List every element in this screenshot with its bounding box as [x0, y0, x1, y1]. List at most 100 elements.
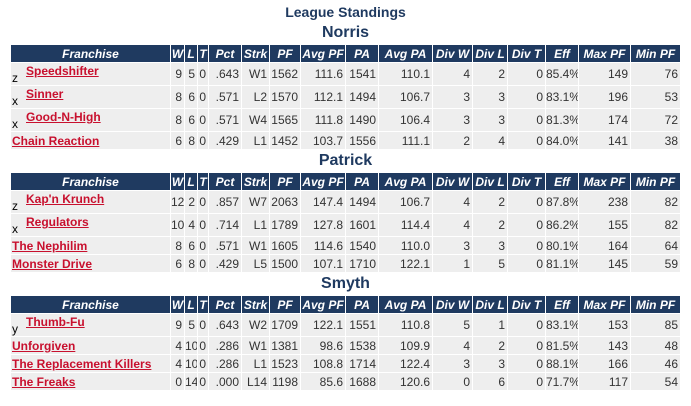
stat-cell: 155	[578, 213, 631, 237]
franchise-link[interactable]: Unforgiven	[12, 338, 76, 353]
team-row: z Speedshifter 9 5 0.643 W1 1562 111.6 1541 110.1…	[10, 62, 681, 86]
team-row: The Replacement Killers 4 10 0.286 L1 1523 108…	[10, 354, 681, 373]
stat-cell: 1198	[269, 372, 301, 391]
stat-cell: 53	[630, 85, 681, 109]
stat-cell: 122.1	[300, 313, 346, 337]
standings-table: Franchise W L T Pct Strk PF Avg PF PA Avg PA Div W…	[10, 172, 681, 273]
column-header: T	[197, 172, 209, 191]
stat-cell: 1551	[345, 313, 379, 337]
stat-cell: 117	[578, 372, 631, 391]
franchise-link[interactable]: The Nephilim	[12, 238, 88, 253]
stat-cell: 8	[184, 131, 198, 150]
stat-cell: .286	[208, 336, 242, 355]
franchise-link[interactable]: Regulators	[26, 215, 89, 229]
stat-cell: 81.5%	[545, 336, 579, 355]
column-header: Div L	[472, 172, 508, 191]
stat-cell: 238	[578, 190, 631, 214]
franchise-link[interactable]: Monster Drive	[12, 256, 93, 271]
clinch-marker: x	[12, 117, 18, 131]
column-header: PA	[345, 172, 379, 191]
column-header: PA	[345, 44, 379, 63]
stat-cell: 83.1%	[545, 85, 579, 109]
stat-cell: .429	[208, 254, 242, 273]
stat-cell: 4	[432, 190, 473, 214]
stat-cell: 1709	[269, 313, 301, 337]
stat-cell: 153	[578, 313, 631, 337]
column-header: Pct	[208, 295, 242, 314]
stat-cell: 147.4	[300, 190, 346, 214]
stat-cell: L14	[241, 372, 270, 391]
stat-cell: 10	[170, 213, 185, 237]
team-row: Unforgiven 4 10 0.286 W1 1381 98.6 1538 109.9 4 2 0…	[10, 336, 681, 355]
column-header: PF	[269, 44, 301, 63]
franchise-link[interactable]: Chain Reaction	[12, 133, 100, 148]
stat-cell: 0	[507, 85, 546, 109]
franchise-link[interactable]: Thumb-Fu	[26, 315, 85, 329]
stat-cell: 2	[184, 190, 198, 214]
stat-cell: 3	[472, 108, 508, 132]
stat-cell: 71.7%	[545, 372, 579, 391]
stat-cell: 1605	[269, 236, 301, 255]
column-header: Min PF	[630, 172, 681, 191]
stat-cell: 3	[432, 354, 473, 373]
stat-cell: 166	[578, 354, 631, 373]
stat-cell: W1	[241, 336, 270, 355]
column-header: Avg PA	[378, 295, 433, 314]
stat-cell: 0	[507, 236, 546, 255]
stat-cell: 2	[432, 131, 473, 150]
stat-cell: 4	[432, 213, 473, 237]
stat-cell: 5	[184, 62, 198, 86]
franchise-link[interactable]: Good-N-High	[26, 110, 101, 124]
franchise-link[interactable]: The Freaks	[12, 374, 76, 389]
stat-cell: 0	[197, 313, 209, 337]
column-header: Franchise	[10, 295, 171, 314]
column-header: Div W	[432, 44, 473, 63]
stat-cell: L1	[241, 131, 270, 150]
page-title: League Standings	[285, 4, 406, 20]
stat-cell: 196	[578, 85, 631, 109]
stat-cell: W1	[241, 62, 270, 86]
stat-cell: 9	[170, 62, 185, 86]
franchise-cell: z Speedshifter	[10, 62, 171, 86]
team-row: x Good-N-High 8 6 0.571 W4 1565 111.8 1490 106.4 3…	[10, 108, 681, 132]
stat-cell: 6	[184, 85, 198, 109]
stat-cell: 5	[472, 254, 508, 273]
stat-cell: W1	[241, 236, 270, 255]
franchise-cell: The Replacement Killers	[10, 354, 171, 373]
standings-table: Franchise W L T Pct Strk PF Avg PF PA Avg PA Div W…	[10, 295, 681, 391]
stat-cell: 4	[432, 336, 473, 355]
stat-cell: .571	[208, 85, 242, 109]
stat-cell: 2	[472, 62, 508, 86]
stat-cell: 87.8%	[545, 190, 579, 214]
column-header: Pct	[208, 172, 242, 191]
franchise-link[interactable]: The Replacement Killers	[12, 356, 152, 371]
stat-cell: 120.6	[378, 372, 433, 391]
column-header: Franchise	[10, 172, 171, 191]
stat-cell: 84.0%	[545, 131, 579, 150]
stat-cell: 106.4	[378, 108, 433, 132]
column-header: Strk	[241, 172, 270, 191]
stat-cell: 10	[184, 336, 198, 355]
franchise-cell: x Sinner	[10, 85, 171, 109]
stat-cell: 0	[197, 354, 209, 373]
stat-cell: 0	[507, 313, 546, 337]
clinch-marker: x	[12, 94, 18, 108]
franchise-link[interactable]: Speedshifter	[26, 64, 99, 78]
stat-cell: 4	[184, 213, 198, 237]
column-header: Eff	[545, 44, 579, 63]
column-header: PF	[269, 172, 301, 191]
franchise-link[interactable]: Kap'n Krunch	[26, 192, 105, 206]
stat-cell: 141	[578, 131, 631, 150]
stat-cell: 1565	[269, 108, 301, 132]
stat-cell: 0	[507, 354, 546, 373]
column-header: Eff	[545, 295, 579, 314]
stat-cell: 1540	[345, 236, 379, 255]
stat-cell: 80.1%	[545, 236, 579, 255]
stat-cell: .429	[208, 131, 242, 150]
stat-cell: 4	[472, 131, 508, 150]
stat-cell: 2	[472, 336, 508, 355]
franchise-link[interactable]: Sinner	[26, 87, 64, 101]
stat-cell: 6	[184, 236, 198, 255]
stat-cell: 8	[170, 236, 185, 255]
stat-cell: 1381	[269, 336, 301, 355]
